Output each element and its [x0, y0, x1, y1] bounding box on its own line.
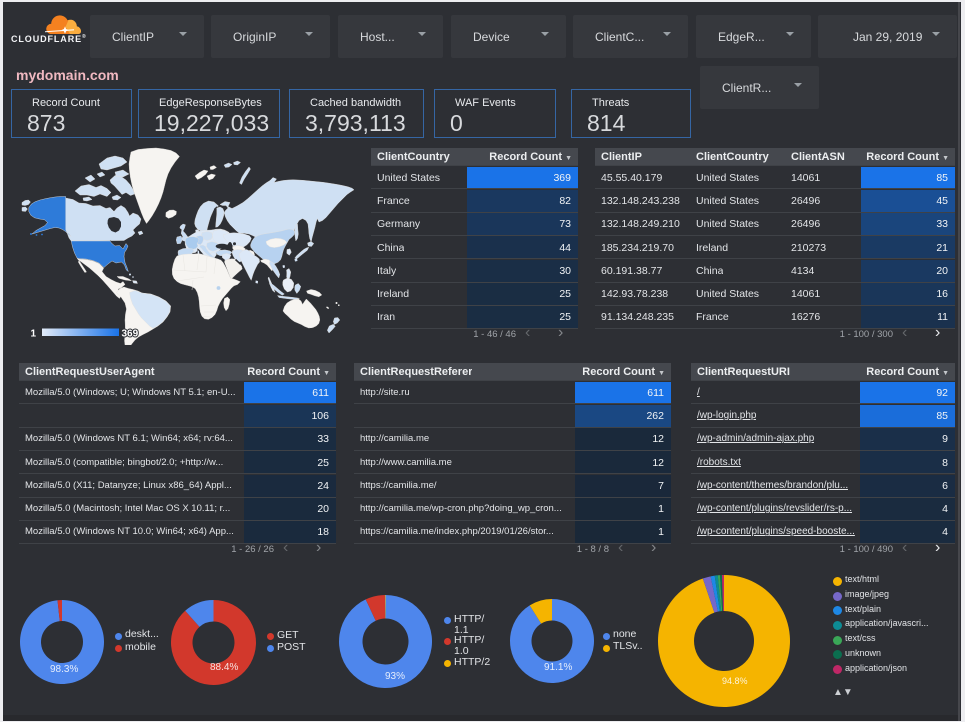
svg-text:369: 369 [122, 329, 139, 340]
svg-text:1: 1 [31, 329, 37, 340]
